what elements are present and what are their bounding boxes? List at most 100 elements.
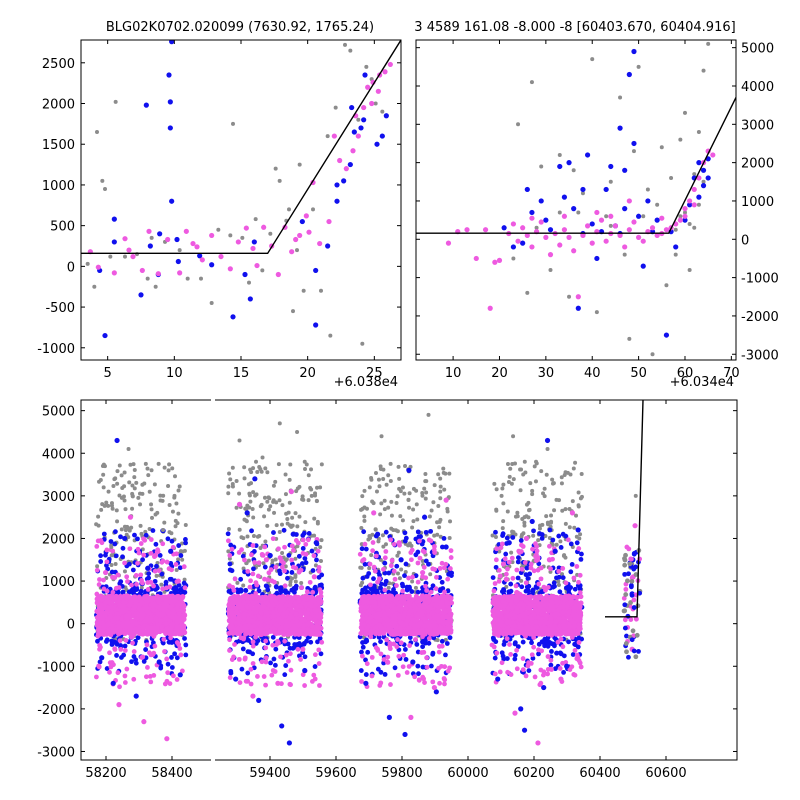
data-point	[604, 214, 609, 219]
data-point	[138, 572, 144, 578]
data-point	[258, 546, 263, 551]
data-point	[426, 640, 432, 646]
data-point	[270, 558, 275, 563]
data-point	[107, 614, 114, 620]
data-point	[270, 634, 276, 640]
data-point	[251, 515, 256, 520]
data-point	[395, 553, 400, 558]
data-point	[314, 498, 319, 503]
data-point	[98, 559, 104, 564]
data-point	[109, 642, 115, 647]
data-point	[417, 538, 422, 544]
axes-frame	[415, 39, 737, 361]
data-point	[242, 465, 247, 470]
data-point	[312, 652, 318, 658]
data-point	[109, 562, 114, 567]
data-point	[418, 534, 423, 540]
data-point	[263, 645, 269, 651]
data-point	[370, 532, 375, 537]
data-point	[117, 684, 122, 690]
data-point	[395, 494, 400, 499]
data-point	[168, 635, 174, 641]
data-point	[130, 619, 136, 625]
y-tick-label: 1000	[741, 195, 774, 210]
data-point	[520, 240, 526, 246]
data-point	[445, 506, 450, 511]
data-point	[156, 461, 161, 466]
data-point	[118, 534, 123, 540]
data-point	[281, 597, 287, 603]
data-point	[627, 336, 632, 341]
data-point	[301, 641, 307, 646]
data-point	[430, 566, 436, 572]
data-point	[441, 676, 447, 681]
data-point	[129, 659, 134, 665]
data-point	[396, 653, 402, 659]
data-point	[492, 259, 498, 265]
data-point	[268, 231, 273, 236]
data-point	[130, 640, 135, 646]
season-cloud	[357, 461, 455, 690]
data-point	[140, 628, 146, 635]
data-point	[411, 519, 416, 524]
data-point	[142, 481, 147, 486]
data-point	[283, 652, 289, 658]
data-point	[240, 553, 246, 559]
data-point	[128, 462, 133, 467]
data-point	[641, 214, 646, 219]
data-point	[402, 647, 408, 652]
data-point	[361, 529, 367, 535]
data-point	[242, 557, 247, 563]
series-blue	[501, 48, 711, 338]
data-point	[167, 99, 173, 105]
data-point	[263, 599, 269, 606]
data-point	[169, 40, 175, 45]
data-point	[319, 538, 324, 543]
data-point	[303, 466, 308, 471]
data-point	[663, 332, 670, 338]
data-point	[371, 501, 376, 506]
data-point	[388, 682, 393, 687]
data-point	[174, 602, 181, 608]
data-point	[277, 529, 282, 534]
data-point	[138, 292, 144, 298]
data-point	[113, 99, 118, 104]
data-point	[165, 609, 171, 615]
data-point	[278, 654, 283, 660]
data-point	[111, 239, 117, 245]
data-point	[386, 585, 391, 590]
data-point	[245, 534, 250, 539]
data-point	[94, 674, 99, 680]
data-point	[400, 588, 406, 594]
data-point	[176, 557, 181, 562]
data-point	[305, 537, 311, 543]
data-point	[143, 461, 148, 466]
data-point	[246, 618, 252, 624]
data-point	[291, 585, 297, 591]
data-point	[248, 666, 254, 672]
x-tick-label: 40	[584, 366, 601, 381]
data-point	[290, 629, 296, 636]
data-point	[303, 541, 309, 547]
data-point	[95, 564, 100, 569]
data-point	[85, 261, 90, 266]
data-point	[163, 620, 169, 627]
data-point	[446, 571, 451, 577]
data-point	[133, 660, 139, 666]
data-point	[110, 574, 115, 580]
data-point	[173, 524, 178, 529]
panel-title: 3 4589 161.08 -8.000 -8 [60403.670, 6040…	[414, 20, 735, 35]
data-point	[631, 48, 637, 55]
data-point	[645, 198, 651, 204]
data-point	[94, 522, 99, 527]
data-point	[166, 483, 171, 488]
data-point	[245, 649, 251, 655]
data-point	[123, 637, 129, 643]
data-point	[576, 210, 581, 215]
data-point	[404, 670, 410, 675]
data-point	[176, 582, 182, 588]
data-point	[383, 529, 389, 535]
data-point	[280, 551, 285, 556]
data-point	[316, 564, 322, 570]
data-point	[176, 511, 181, 516]
